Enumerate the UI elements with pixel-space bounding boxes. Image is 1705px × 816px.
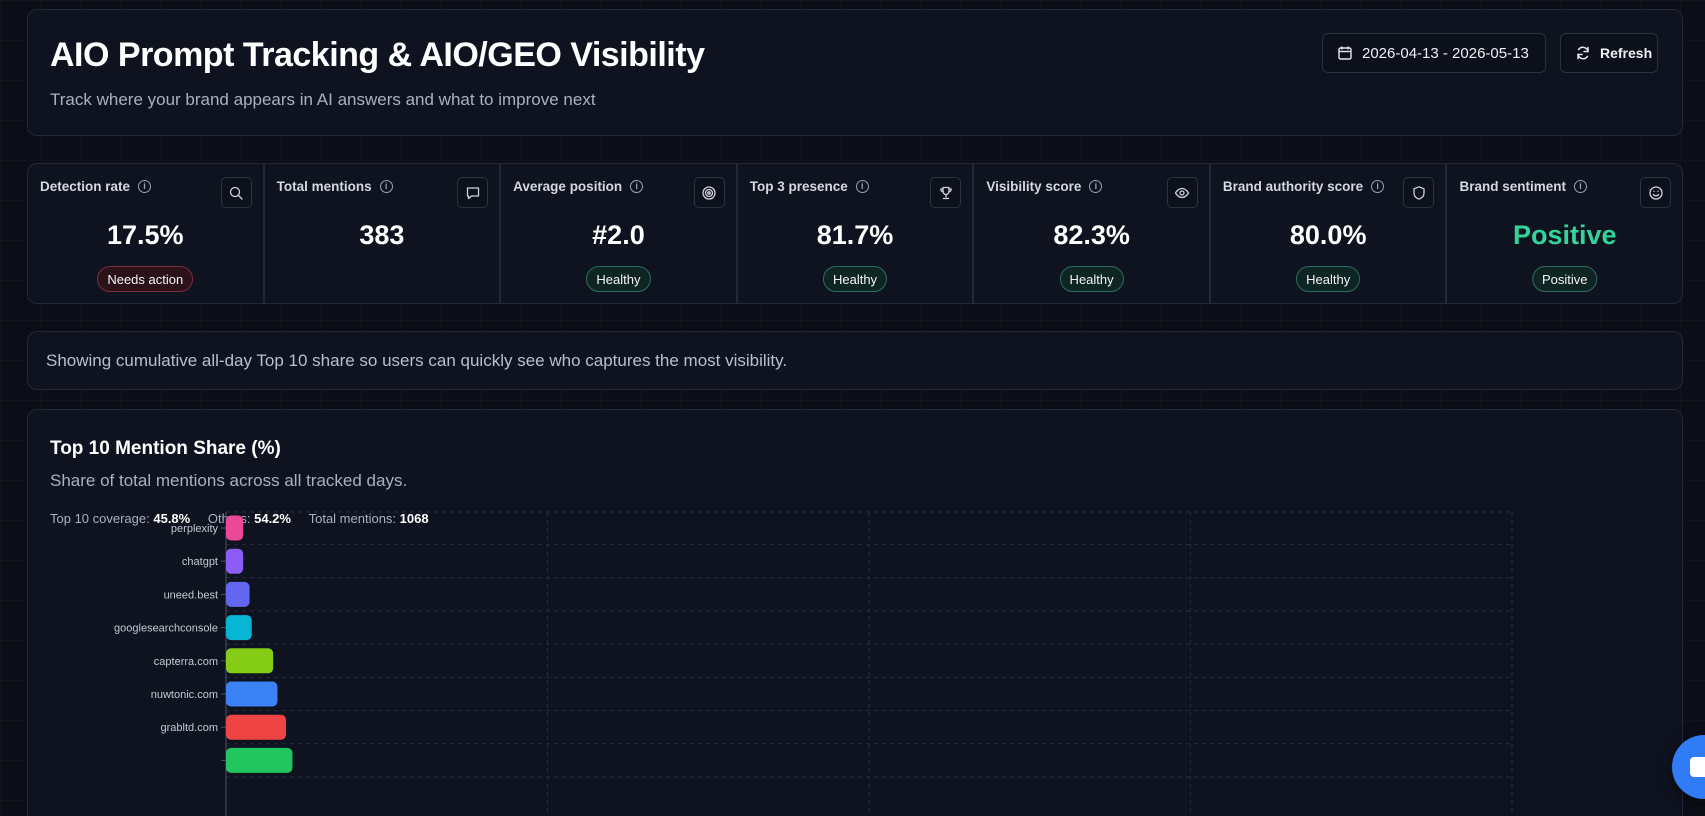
metric-value: 82.3%: [1053, 220, 1130, 250]
bar-chatgpt: [226, 548, 244, 574]
metric-value: Positive: [1512, 220, 1617, 250]
y-tick-label: googlesearchconsole: [114, 623, 218, 635]
page-header: AIO Prompt Tracking & AIO/GEO Visibility…: [27, 9, 1683, 136]
metric-average-position: Average position i #2.0 Healthy: [501, 164, 738, 303]
info-note: Showing cumulative all-day Top 10 share …: [27, 331, 1683, 390]
page-subtitle: Track where your brand appears in AI ans…: [50, 90, 596, 109]
bar-perplexity: [226, 515, 244, 541]
mention-share-chart: perplexity chatgpt uneed.best googlesearchc…: [114, 511, 1513, 816]
status-badge: Needs action: [97, 266, 194, 292]
y-tick-label: grabltd.com: [161, 722, 218, 734]
bar-capterra-com: [226, 648, 274, 674]
info-icon[interactable]: i: [138, 180, 152, 193]
bar-nuwtonic-com: [226, 681, 278, 707]
status-badge: Healthy: [1059, 266, 1124, 292]
y-tick-label: perplexity: [171, 523, 219, 535]
refresh-icon: [1577, 46, 1589, 60]
date-range-label: 2026-04-13 - 2026-05-13: [1362, 44, 1529, 62]
metric-value: 80.0%: [1289, 220, 1367, 250]
metric-label-text: Total mentions: [276, 179, 372, 194]
total-label: Total mentions:: [308, 511, 397, 526]
metric-brand-sentiment: Brand sentiment i Positive Positive: [1447, 164, 1682, 303]
metric-detection-rate: Detection rate i 17.5% Needs action: [28, 164, 265, 303]
bar-uneed-best: [226, 581, 250, 607]
info-icon[interactable]: i: [630, 180, 644, 193]
metric-value: 383: [359, 220, 405, 250]
metric-label-text: Visibility score: [986, 179, 1082, 194]
date-range-button[interactable]: 2026-04-13 - 2026-05-13: [1322, 33, 1546, 73]
metric-value: 17.5%: [107, 220, 184, 250]
info-note-text: Showing cumulative all-day Top 10 share …: [46, 351, 788, 370]
y-tick-label: chatgpt: [182, 556, 218, 568]
calendar-icon: [1338, 46, 1352, 60]
metric-label: Total mentions i: [277, 179, 393, 194]
target-icon: [693, 177, 725, 208]
metric-top-3-presence: Top 3 presence i 81.7% Healthy: [738, 164, 975, 303]
message-icon: [457, 177, 489, 208]
metric-label: Brand authority score i: [1222, 179, 1385, 194]
shield-icon: [1403, 177, 1435, 208]
eye-icon: [1166, 177, 1198, 208]
metric-label-text: Top 3 presence: [749, 179, 848, 194]
smile-icon: [1640, 177, 1672, 208]
info-icon[interactable]: i: [1574, 180, 1587, 193]
chart-title: Top 10 Mention Share (%): [50, 438, 281, 459]
info-icon[interactable]: i: [1371, 180, 1385, 193]
metric-label-text: Average position: [513, 179, 623, 194]
total-value: 1068: [399, 511, 429, 526]
coverage-label: Top 10 coverage:: [50, 511, 150, 526]
bar-googlesearchconsole: [226, 615, 252, 641]
refresh-label: Refresh: [1600, 45, 1653, 61]
metric-visibility-score: Visibility score i 82.3% Healthy: [974, 164, 1211, 303]
y-tick-label: uneed.best: [164, 589, 218, 601]
metric-label-text: Detection rate: [40, 179, 131, 194]
metric-label: Brand sentiment i: [1459, 179, 1587, 194]
metric-label: Average position i: [513, 179, 644, 194]
metrics-row: Detection rate i 17.5% Needs action Total me…: [27, 163, 1683, 304]
status-badge: Healthy: [586, 266, 651, 292]
chart-subtitle: Share of total mentions across all track…: [50, 471, 408, 490]
y-tick-label: capterra.com: [154, 656, 218, 668]
page-title: AIO Prompt Tracking & AIO/GEO Visibility: [50, 36, 705, 74]
metric-value: #2.0: [592, 220, 645, 250]
trophy-icon: [930, 177, 962, 208]
chat-icon: [1690, 757, 1705, 777]
metric-total-mentions: Total mentions i 383: [265, 164, 502, 303]
status-badge: Positive: [1531, 266, 1598, 292]
refresh-button[interactable]: Refresh: [1560, 33, 1658, 73]
status-badge: Healthy: [822, 266, 888, 292]
info-icon[interactable]: i: [379, 180, 393, 193]
status-badge: Healthy: [1296, 266, 1361, 292]
y-tick-label: nuwtonic.com: [151, 689, 218, 701]
metric-brand-authority-score: Brand authority score i 80.0% Healthy: [1211, 164, 1448, 303]
mention-share-card: Top 10 Mention Share (%) Share of total …: [27, 409, 1683, 816]
coverage-value: 45.8%: [153, 511, 191, 526]
info-icon[interactable]: i: [855, 180, 869, 193]
metric-label-text: Brand authority score: [1222, 179, 1364, 194]
metric-value: 81.7%: [816, 220, 894, 250]
metric-label-text: Brand sentiment: [1459, 179, 1566, 194]
metric-label: Visibility score i: [986, 179, 1103, 194]
metric-label: Detection rate i: [40, 179, 152, 194]
info-icon[interactable]: i: [1089, 180, 1103, 193]
bar-item-8: [226, 747, 293, 773]
search-icon: [220, 177, 252, 208]
others-value: 54.2%: [254, 511, 291, 526]
metric-label: Top 3 presence i: [750, 179, 869, 194]
bar-grabltd-com: [226, 714, 287, 740]
